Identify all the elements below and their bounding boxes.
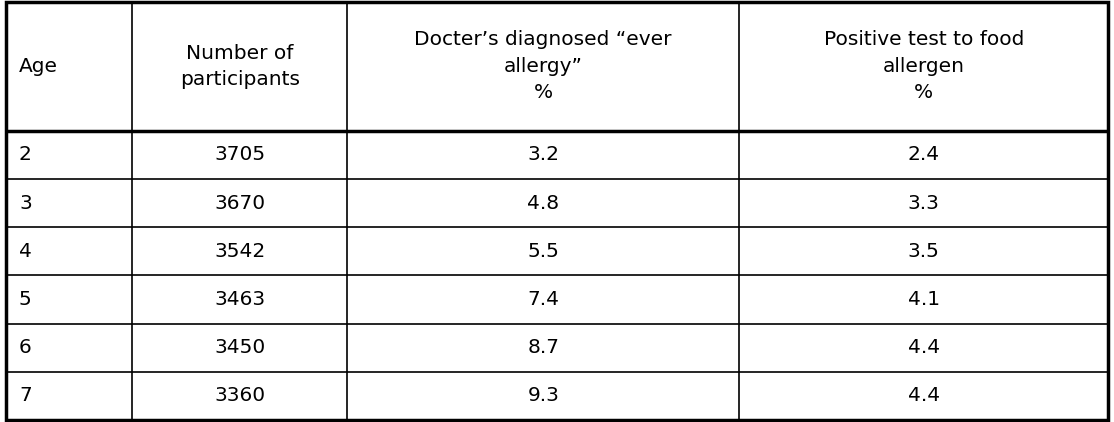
Text: 4.8: 4.8 — [527, 194, 559, 213]
Text: 8.7: 8.7 — [527, 338, 559, 357]
Text: Age: Age — [19, 57, 58, 76]
Text: 6: 6 — [19, 338, 31, 357]
Text: 7: 7 — [19, 386, 31, 405]
Text: 3670: 3670 — [214, 194, 265, 213]
Text: 3.3: 3.3 — [908, 194, 939, 213]
Text: 4: 4 — [19, 242, 32, 261]
Text: Docter’s diagnosed “ever
allergy”
%: Docter’s diagnosed “ever allergy” % — [414, 30, 672, 103]
Text: 3: 3 — [19, 194, 31, 213]
Text: 4.4: 4.4 — [908, 386, 940, 405]
Text: 3542: 3542 — [214, 242, 265, 261]
Text: 7.4: 7.4 — [527, 290, 559, 309]
Text: 3450: 3450 — [214, 338, 265, 357]
Text: 4.4: 4.4 — [908, 338, 940, 357]
Text: 5: 5 — [19, 290, 31, 309]
Text: Positive test to food
allergen
%: Positive test to food allergen % — [823, 30, 1024, 103]
Text: 3.5: 3.5 — [908, 242, 939, 261]
Text: 3360: 3360 — [214, 386, 265, 405]
Text: 3705: 3705 — [214, 145, 265, 165]
Text: 2.4: 2.4 — [908, 145, 940, 165]
Text: 3463: 3463 — [214, 290, 265, 309]
Text: 2: 2 — [19, 145, 32, 165]
Text: 5.5: 5.5 — [527, 242, 559, 261]
Text: 9.3: 9.3 — [527, 386, 559, 405]
Text: Number of
participants: Number of participants — [180, 44, 300, 89]
Text: 3.2: 3.2 — [527, 145, 559, 165]
Text: 4.1: 4.1 — [908, 290, 940, 309]
